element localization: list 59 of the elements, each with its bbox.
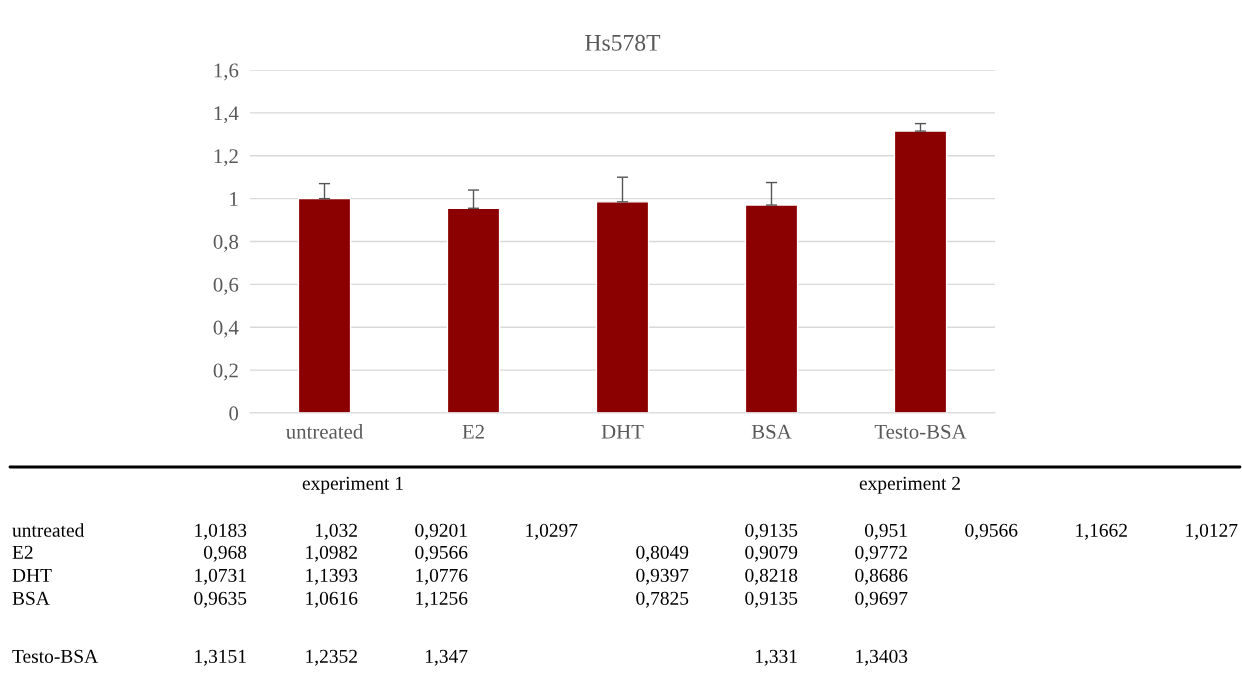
text: 1,0982 bbox=[306, 545, 357, 562]
text: Testo-BSA bbox=[12, 649, 98, 663]
text: 1,032 bbox=[315, 523, 357, 540]
text: DHT bbox=[12, 568, 52, 582]
text: 1,2352 bbox=[306, 649, 357, 666]
text: 1,1256 bbox=[416, 591, 468, 608]
text: 0,9201 bbox=[415, 523, 467, 540]
text: 1,0616 bbox=[306, 591, 358, 608]
text: 1,1662 bbox=[1076, 523, 1127, 540]
text: 0,8686 bbox=[855, 568, 908, 585]
text: 0,9772 bbox=[855, 545, 907, 562]
bar bbox=[446, 207, 501, 413]
y-tick-label: 1 bbox=[230, 192, 238, 206]
text: 1,0731 bbox=[195, 568, 246, 585]
text: 0,7825 bbox=[636, 591, 689, 608]
text: 0,9135 bbox=[745, 523, 798, 540]
y-tick-label: 1,6 bbox=[214, 63, 239, 81]
text: 1,0297 bbox=[526, 523, 578, 540]
text: 1,3151 bbox=[195, 649, 246, 666]
y-tick-label: 0,6 bbox=[213, 277, 239, 295]
text: 1,331 bbox=[755, 649, 797, 666]
x-tick-label: Testo-BSA bbox=[874, 424, 967, 439]
text: 1,3403 bbox=[856, 649, 908, 666]
text: 1,1393 bbox=[306, 568, 358, 585]
text: untreated bbox=[12, 523, 85, 537]
text: 0,968 bbox=[203, 545, 247, 562]
text: experiment 2 bbox=[859, 476, 960, 494]
y-tick-label: 0,2 bbox=[213, 363, 238, 381]
text: 0,8218 bbox=[745, 568, 798, 585]
bar bbox=[893, 130, 948, 413]
y-tick-label: 0,4 bbox=[213, 320, 239, 338]
text: 1,0776 bbox=[416, 568, 468, 585]
y-tick-label: 0,8 bbox=[213, 234, 239, 252]
x-tick-label: BSA bbox=[751, 424, 792, 439]
chart-title: Hs578T bbox=[585, 34, 661, 51]
x-tick-label: DHT bbox=[601, 424, 644, 439]
y-tick-label: 0 bbox=[229, 406, 239, 421]
text: 0,9566 bbox=[415, 545, 468, 562]
x-tick-label: E2 bbox=[462, 424, 484, 439]
text: 1,0183 bbox=[195, 523, 247, 540]
text: 0,9635 bbox=[194, 591, 247, 608]
text: 0,9566 bbox=[965, 523, 1018, 540]
y-tick-label: 1,2 bbox=[214, 149, 238, 167]
text: 0,9079 bbox=[745, 545, 798, 562]
text: experiment 1 bbox=[302, 476, 403, 494]
text: 0,9135 bbox=[745, 591, 798, 608]
text: E2 bbox=[12, 545, 33, 559]
bar bbox=[297, 197, 352, 413]
text: 0,9697 bbox=[855, 591, 908, 608]
text: 0,951 bbox=[864, 523, 907, 540]
text: 1,0127 bbox=[1186, 523, 1238, 540]
text: BSA bbox=[12, 591, 50, 605]
text: 0,9397 bbox=[636, 568, 689, 585]
x-tick-label: untreated bbox=[286, 424, 363, 439]
bar bbox=[595, 201, 650, 413]
bar bbox=[744, 204, 799, 413]
text: 0,8049 bbox=[636, 545, 689, 562]
y-tick-label: 1,4 bbox=[214, 106, 239, 124]
text: 1,347 bbox=[425, 649, 468, 666]
